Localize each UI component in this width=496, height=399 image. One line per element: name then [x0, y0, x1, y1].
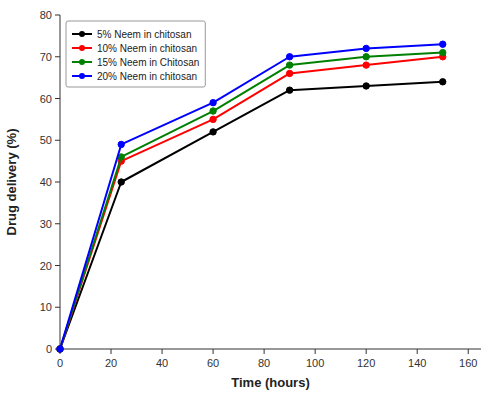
chart-svg: 0 20 40 60 80 100 120 140 160 0 10 20 30 40 50 60 70 80 Ti…: [0, 0, 496, 399]
x-axis-label: Time (hours): [231, 375, 310, 390]
x-tick: [468, 349, 469, 354]
y-tick: [55, 140, 60, 141]
series-marker: [210, 116, 216, 122]
x-tick-label: 60: [207, 357, 219, 369]
series-line: [60, 53, 443, 349]
y-tick-label: 70: [40, 51, 52, 63]
y-tick: [55, 182, 60, 183]
legend: 5% Neem in chitosan 10% Neem in chitosan 1…: [66, 21, 205, 87]
y-tick: [55, 56, 60, 57]
x-tick: [315, 349, 316, 354]
series-marker: [440, 49, 446, 55]
series-marker: [440, 41, 446, 47]
legend-marker: [79, 31, 85, 37]
series-marker: [57, 346, 63, 352]
series-marker: [286, 87, 292, 93]
x-tick-label: 120: [357, 357, 375, 369]
y-tick-label: 80: [40, 9, 52, 21]
y-tick-label: 50: [40, 134, 52, 146]
legend-item: 15% Neem in Chitosan: [72, 57, 199, 68]
y-tick-label: 30: [40, 218, 52, 230]
series-marker: [440, 79, 446, 85]
x-tick-label: 0: [57, 357, 63, 369]
y-tick: [55, 265, 60, 266]
y-tick-label: 0: [46, 343, 52, 355]
legend-label: 10% Neem in chitosan: [97, 43, 197, 54]
x-tick: [417, 349, 418, 354]
x-tick-label: 20: [105, 357, 117, 369]
legend-marker: [79, 73, 85, 79]
x-tick-label: 100: [306, 357, 324, 369]
axes: 0 20 40 60 80 100 120 140 160 0 10 20 30 40 50 60 70 80: [40, 9, 481, 369]
series: [57, 54, 446, 353]
x-tick-label: 140: [408, 357, 426, 369]
series: [57, 79, 446, 353]
series: [57, 41, 446, 352]
y-tick-label: 10: [40, 301, 52, 313]
series-marker: [363, 45, 369, 51]
y-tick: [55, 98, 60, 99]
x-tick: [213, 349, 214, 354]
legend-label: 15% Neem in Chitosan: [97, 57, 199, 68]
series-line: [60, 82, 443, 349]
plot-data: [57, 41, 446, 352]
legend-item: 5% Neem in chitosan: [72, 29, 192, 40]
y-tick: [55, 15, 60, 16]
legend-item: 20% Neem in chitosan: [72, 71, 197, 82]
series-line: [60, 44, 443, 349]
series-marker: [210, 99, 216, 105]
y-tick: [55, 223, 60, 224]
y-tick-label: 40: [40, 176, 52, 188]
legend-marker: [79, 45, 85, 51]
series-marker: [210, 129, 216, 135]
y-tick-label: 20: [40, 260, 52, 272]
series-marker: [363, 83, 369, 89]
series-marker: [286, 70, 292, 76]
series-marker: [363, 54, 369, 60]
series: [57, 49, 446, 352]
legend-label: 20% Neem in chitosan: [97, 71, 197, 82]
series-line: [60, 57, 443, 349]
series-marker: [57, 346, 63, 352]
x-tick: [162, 349, 163, 354]
x-tick-label: 160: [459, 357, 477, 369]
x-tick: [264, 349, 265, 354]
series-marker: [57, 346, 63, 352]
y-axis-label: Drug delivery (%): [4, 129, 19, 236]
x-tick: [111, 349, 112, 354]
y-tick-label: 60: [40, 93, 52, 105]
series-marker: [286, 62, 292, 68]
x-tick-label: 80: [258, 357, 270, 369]
legend-item: 10% Neem in chitosan: [72, 43, 197, 54]
series-marker: [118, 141, 124, 147]
legend-box: [66, 21, 205, 87]
series-marker: [118, 179, 124, 185]
series-marker: [57, 346, 63, 352]
chart-container: 0 20 40 60 80 100 120 140 160 0 10 20 30 40 50 60 70 80 Ti…: [0, 0, 496, 399]
x-axis-line: [60, 349, 481, 350]
series-marker: [286, 54, 292, 60]
series-marker: [363, 62, 369, 68]
x-tick: [366, 349, 367, 354]
series-marker: [210, 108, 216, 114]
legend-label: 5% Neem in chitosan: [97, 29, 192, 40]
x-tick-label: 40: [156, 357, 168, 369]
y-tick: [55, 307, 60, 308]
legend-marker: [79, 59, 85, 65]
